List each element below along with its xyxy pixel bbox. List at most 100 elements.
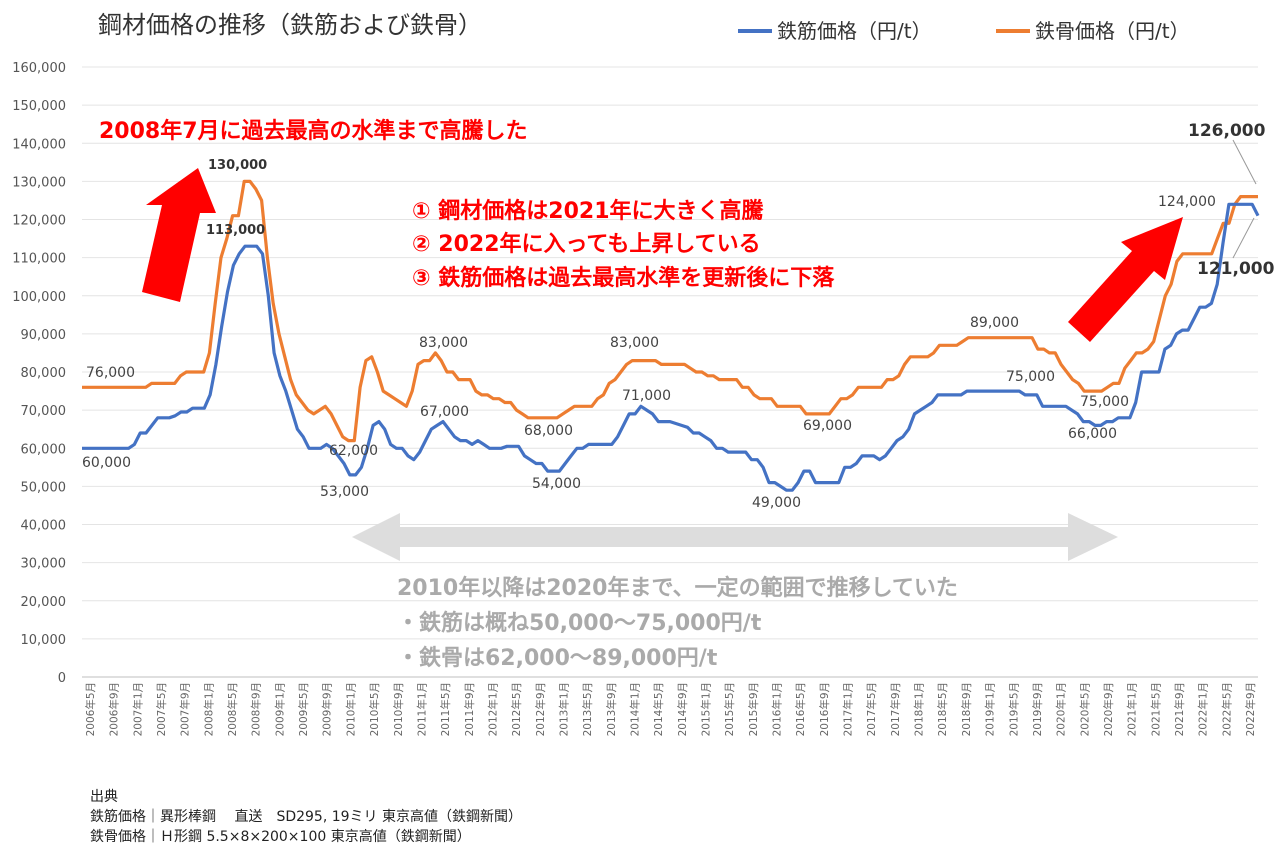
x-tick-label: 2010年5月 [368, 682, 381, 736]
x-tick-label: 2021年5月 [1149, 682, 1162, 736]
point-3: ③ 鉄筋価格は過去最高水準を更新後に下落 [412, 265, 835, 291]
x-tick-label: 2010年1月 [344, 682, 357, 736]
leader-126000 [1232, 139, 1257, 185]
legend-steel-label: 鉄骨価格（円/t） [1035, 19, 1190, 43]
y-tick-label: 40,000 [21, 519, 67, 534]
x-tick-label: 2009年5月 [297, 682, 310, 736]
x-tick-label: 2019年1月 [984, 682, 997, 736]
x-tick-label: 2014年9月 [676, 682, 689, 736]
x-tick-label: 2013年9月 [605, 682, 618, 736]
range-rebar: ・鉄筋は概ね50,000〜75,000円/t [397, 610, 762, 636]
series-lines [82, 179, 1260, 492]
x-tick-label: 2022年5月 [1220, 682, 1233, 736]
y-tick-label: 100,000 [12, 290, 66, 305]
rebar-label-2020: 66,000 [1068, 426, 1117, 442]
x-tick-label: 2012年9月 [534, 682, 547, 736]
x-tick-label: 2008年1月 [202, 682, 215, 736]
x-tick-label: 2020年1月 [1055, 682, 1068, 736]
y-tick-label: 160,000 [12, 61, 66, 76]
y-tick-label: 90,000 [21, 328, 67, 343]
y-tick-label: 50,000 [21, 480, 67, 495]
x-tick-label: 2009年1月 [273, 682, 286, 736]
x-tick-label: 2018年1月 [913, 682, 926, 736]
x-tick-label: 2012年5月 [510, 682, 523, 736]
point-2: ② 2022年に入っても上昇している [412, 231, 761, 257]
x-tick-label: 2008年5月 [226, 682, 239, 736]
rebar-label-2022-peak: 124,000 [1158, 194, 1216, 210]
steel-label-2014: 83,000 [610, 335, 659, 351]
steel-label-2012: 68,000 [524, 423, 573, 439]
x-tick-label: 2012年1月 [486, 682, 499, 736]
x-tick-label: 2011年9月 [463, 682, 476, 736]
x-tick-label: 2017年5月 [865, 682, 878, 736]
x-tick-label: 2018年5月 [936, 682, 949, 736]
y-tick-label: 0 [58, 671, 66, 686]
rebar-price-line [82, 202, 1260, 492]
steel-label-peak: 130,000 [208, 158, 267, 173]
legend-rebar-label: 鉄筋価格（円/t） [777, 19, 932, 43]
y-tick-label: 70,000 [21, 404, 67, 419]
source-rebar: 鉄筋価格｜異形棒鋼 直送 SD295, 19ミリ 東京高値（鉄鋼新聞） [90, 808, 522, 825]
x-tick-label: 2013年5月 [581, 682, 594, 736]
peak-annotation: 2008年7月に過去最高の水準まで高騰した [99, 118, 528, 144]
y-tick-label: 120,000 [12, 214, 66, 229]
x-tick-label: 2022年9月 [1244, 682, 1257, 736]
x-tick-label: 2014年5月 [652, 682, 665, 736]
rebar-label-2012: 54,000 [532, 476, 581, 492]
y-axis: 0 10,000 20,000 30,000 40,000 50,000 60,000 70,… [12, 61, 66, 686]
rebar-label-2014: 71,000 [622, 388, 671, 404]
x-tick-label: 2017年9月 [889, 682, 902, 736]
x-tick-label: 2006年5月 [84, 682, 97, 736]
arrow-2021 [1068, 217, 1183, 342]
y-tick-label: 140,000 [12, 137, 66, 152]
x-tick-label: 2009年9月 [321, 682, 334, 736]
x-tick-label: 2007年1月 [131, 682, 144, 736]
x-tick-label: 2011年5月 [439, 682, 452, 736]
y-tick-label: 60,000 [21, 442, 67, 457]
y-tick-label: 30,000 [21, 557, 67, 572]
rebar-label-start: 60,000 [82, 455, 131, 471]
y-tick-label: 150,000 [12, 99, 66, 114]
x-tick-label: 2020年5月 [1078, 682, 1091, 736]
x-tick-label: 2016年9月 [818, 682, 831, 736]
x-tick-label: 2007年5月 [155, 682, 168, 736]
x-tick-label: 2016年5月 [794, 682, 807, 736]
x-tick-label: 2010年9月 [392, 682, 405, 736]
chart-title: 鋼材価格の推移（鉄筋および鉄骨） [98, 11, 482, 39]
x-tick-label: 2006年9月 [108, 682, 121, 736]
steel-label-2018: 89,000 [970, 315, 1019, 331]
x-tick-label: 2022年1月 [1197, 682, 1210, 736]
source-heading: 出典 [90, 789, 118, 805]
rebar-label-2010-low: 53,000 [320, 484, 369, 500]
x-tick-label: 2020年9月 [1102, 682, 1115, 736]
x-tick-label: 2015年9月 [747, 682, 760, 736]
y-tick-label: 130,000 [12, 175, 66, 190]
rebar-label-2016: 49,000 [752, 495, 801, 511]
rebar-label-2011: 67,000 [420, 404, 469, 420]
x-axis: 2006年5月 2006年9月 2007年1月 2007年5月 2007年9月 2008年… [84, 682, 1257, 736]
steel-label-2010-low: 62,000 [329, 443, 378, 459]
source-steel: 鉄骨価格｜Ｈ形鋼 5.5×8×200×100 東京高値（鉄鋼新聞） [90, 828, 471, 845]
x-tick-label: 2011年1月 [415, 682, 428, 736]
x-tick-label: 2008年9月 [250, 682, 263, 736]
x-tick-label: 2018年9月 [960, 682, 973, 736]
steel-label-2011: 83,000 [419, 335, 468, 351]
y-tick-label: 20,000 [21, 595, 67, 610]
steel-price-line [82, 179, 1258, 443]
x-tick-label: 2015年5月 [723, 682, 736, 736]
arrow-2008 [142, 168, 216, 302]
range-steel: ・鉄骨は62,000〜89,000円/t [397, 645, 718, 671]
rebar-label-2019: 75,000 [1006, 369, 1055, 385]
x-tick-label: 2016年1月 [771, 682, 784, 736]
x-tick-label: 2007年9月 [179, 682, 192, 736]
rebar-label-end: 121,000 [1197, 259, 1275, 279]
x-tick-label: 2013年1月 [557, 682, 570, 736]
rebar-label-peak: 113,000 [206, 223, 265, 238]
x-tick-label: 2021年1月 [1126, 682, 1139, 736]
x-tick-label: 2015年1月 [700, 682, 713, 736]
range-title: 2010年以降は2020年まで、一定の範囲で推移していた [397, 575, 958, 601]
steel-label-start: 76,000 [86, 365, 135, 381]
legend: 鉄筋価格（円/t） 鉄骨価格（円/t） [738, 19, 1190, 43]
steel-label-2016: 69,000 [803, 418, 852, 434]
